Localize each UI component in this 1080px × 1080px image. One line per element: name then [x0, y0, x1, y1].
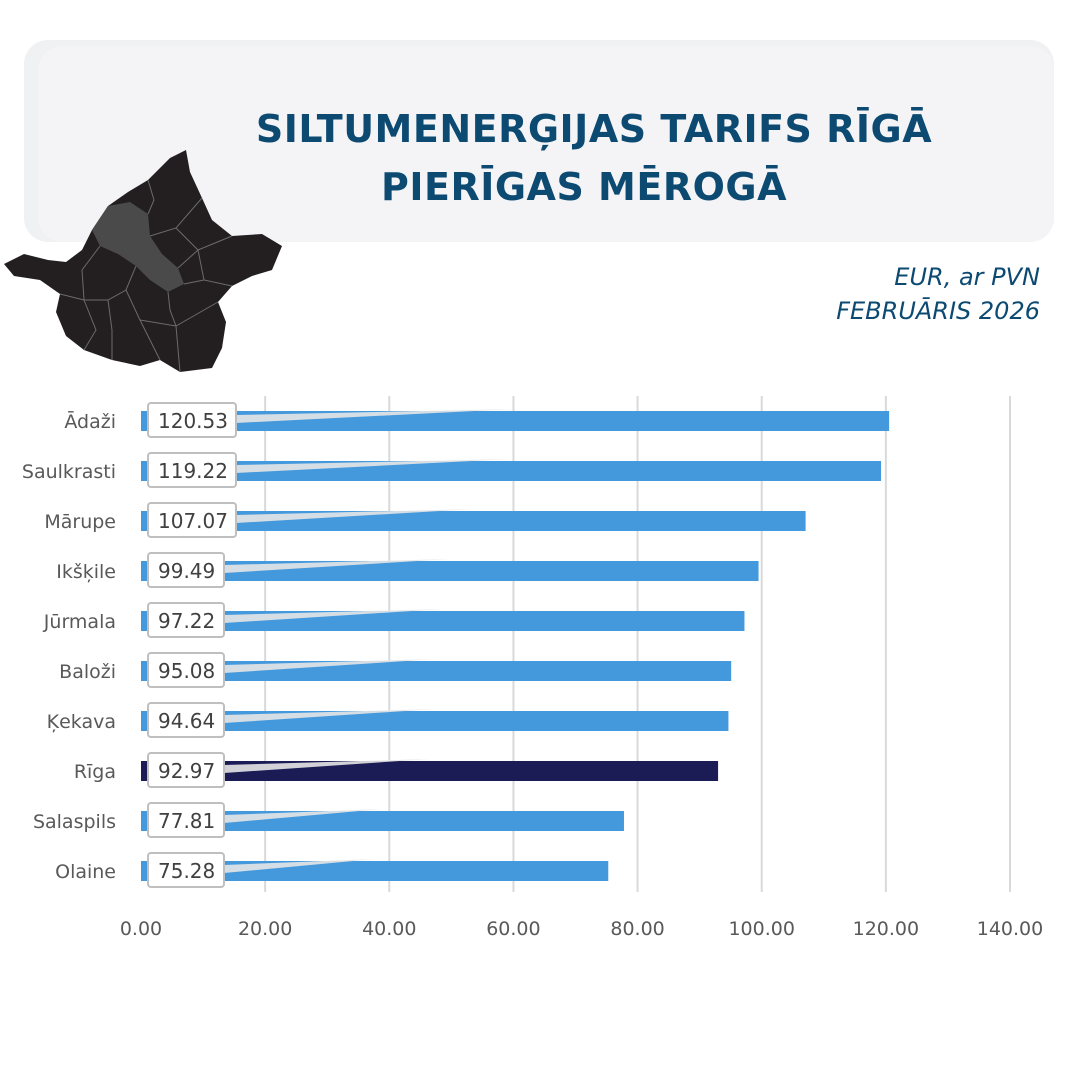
value-label: 119.22: [158, 459, 228, 483]
value-label: 92.97: [158, 759, 215, 783]
x-tick-label: 120.00: [853, 918, 919, 940]
x-tick-label: 20.00: [238, 918, 292, 940]
label-leader: [236, 459, 512, 473]
category-label: Saulkrasti: [22, 461, 116, 483]
x-tick-label: 40.00: [362, 918, 416, 940]
category-label: Ikšķile: [56, 561, 116, 583]
map-borders: [59, 179, 233, 373]
value-label: 75.28: [158, 859, 215, 883]
category-label: Rīga: [74, 761, 116, 783]
unit-label: EUR, ar PVN: [894, 263, 1040, 291]
x-tick-label: 140.00: [977, 918, 1043, 940]
label-leader: [224, 859, 375, 873]
value-label: 95.08: [158, 659, 215, 683]
category-label: Ķekava: [47, 711, 116, 733]
category-label: Ādaži: [64, 409, 116, 433]
label-leader: [224, 759, 430, 773]
value-label: 94.64: [158, 709, 215, 733]
label-leader: [224, 559, 450, 573]
category-label: Baloži: [59, 661, 116, 683]
period-label: FEBRUĀRIS 2026: [836, 297, 1040, 325]
value-label: 107.07: [158, 509, 228, 533]
pieriga-region-map-icon: [4, 150, 282, 373]
label-leader: [224, 709, 435, 723]
label-leader: [224, 609, 443, 623]
value-label: 77.81: [158, 809, 215, 833]
x-tick-label: 60.00: [486, 918, 540, 940]
value-label-box: [147, 852, 225, 888]
map-riga-shape: [92, 202, 184, 292]
category-label: Olaine: [55, 861, 116, 883]
title-card-shadow: [38, 46, 1054, 242]
value-label-box: [147, 502, 237, 538]
x-tick-label: 0.00: [120, 918, 162, 940]
value-label-box: [147, 602, 225, 638]
x-tick-label: 100.00: [728, 918, 794, 940]
value-label-box: [147, 702, 225, 738]
value-label-box: [147, 652, 225, 688]
value-label-box: [147, 452, 237, 488]
value-label: 120.53: [158, 409, 228, 433]
title-line-1: SILTUMENERĢIJAS TARIFS RĪGĀ: [255, 107, 933, 151]
value-label: 97.22: [158, 609, 215, 633]
value-label: 99.49: [158, 559, 215, 583]
value-label-box: [147, 752, 225, 788]
category-label: Jūrmala: [43, 611, 116, 633]
category-label: Mārupe: [44, 511, 116, 533]
x-tick-label: 80.00: [610, 918, 664, 940]
label-leader: [236, 409, 516, 423]
chart-subtitle: EUR, ar PVN FEBRUĀRIS 2026: [836, 260, 1040, 328]
bar-chart: 0.00 20.00 40.00 60.00 80.00 100.00 120.00 140.…: [22, 396, 1043, 940]
title-line-2: PIERĪGAS MĒROGĀ: [381, 165, 787, 209]
value-label-box: [147, 552, 225, 588]
value-label-box: [147, 802, 225, 838]
page-title: SILTUMENERĢIJAS TARIFS RĪGĀ PIERĪGAS MĒR…: [24, 100, 1054, 216]
value-label-box: [147, 402, 237, 438]
category-label: Salaspils: [33, 811, 116, 833]
label-leader: [224, 659, 437, 673]
label-leader: [236, 509, 474, 523]
label-leader: [224, 809, 383, 823]
